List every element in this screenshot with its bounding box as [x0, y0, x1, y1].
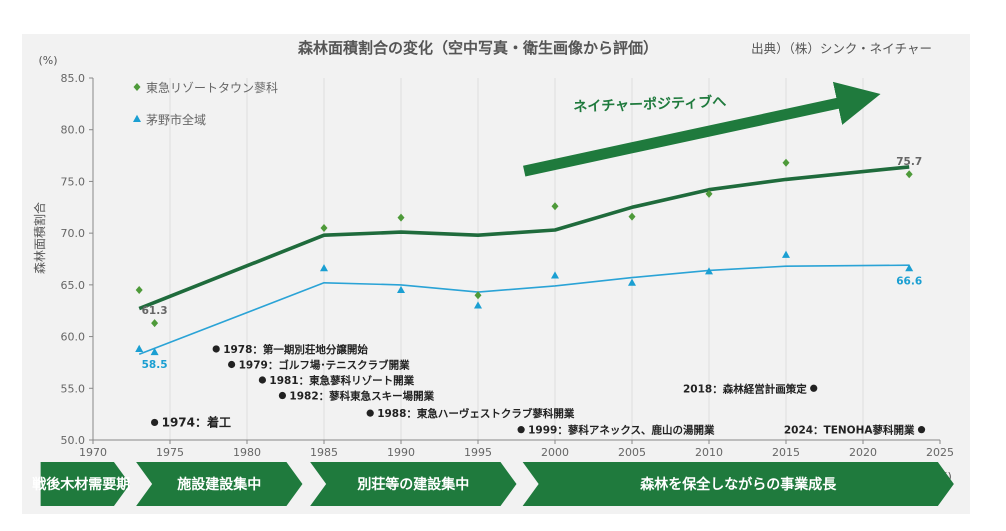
y-tick-label: 70.0 [61, 227, 86, 240]
event-dot [151, 418, 159, 427]
legend-marker [133, 114, 141, 122]
data-point-layer [135, 158, 914, 356]
phase-label: 戦後木材需要期 [32, 476, 130, 493]
series-2-point [397, 285, 405, 294]
series-2-point [782, 250, 790, 258]
x-tick-label: 1985 [310, 446, 338, 459]
event-label: 1978：第一期別荘地分譲開始 [223, 343, 368, 356]
event-dot [258, 376, 266, 384]
legend-label: 東急リゾートタウン蓼科 [146, 80, 278, 95]
data-label: 75.7 [896, 156, 922, 168]
event-dot [278, 391, 287, 400]
data-label: 61.3 [142, 305, 168, 317]
y-tick-label: 60.0 [61, 331, 86, 344]
x-tick-label: 2020 [849, 446, 877, 459]
x-tick-label: 2000 [541, 446, 569, 459]
series-2-point [905, 264, 914, 272]
series-2-point [628, 278, 636, 286]
chart-source-note: 出典）（株）シンク・ネイチャー [751, 41, 932, 56]
event-label: 2024：TENOHA蓼科開業 [784, 424, 915, 437]
x-tick-label: 2010 [695, 446, 723, 459]
event-label: 2018：森林経営計画策定 [683, 382, 807, 395]
event-dot [810, 384, 818, 392]
arrow-caption: ネイチャーポジティブへ [573, 93, 727, 115]
series-2-point [551, 271, 559, 279]
event-label: 1979：ゴルフ場･テニスクラブ開業 [239, 358, 410, 371]
series-1-point [135, 286, 143, 295]
series-1-point [320, 223, 328, 232]
x-tick-label: 1980 [233, 446, 261, 459]
nature-positive-arrow [523, 81, 881, 177]
data-label: 58.5 [142, 359, 168, 371]
series-1-point [705, 189, 713, 198]
event-dot [212, 345, 220, 353]
event-label: 1982：蓼科東急スキー場開業 [289, 390, 434, 403]
trend-line-series-2 [138, 264, 910, 355]
event-dot [517, 426, 525, 434]
y-tick-label: 80.0 [61, 124, 86, 137]
phase-label: 別荘等の建設集中 [356, 476, 469, 493]
y-tick-label: 50.0 [61, 434, 86, 447]
data-label: 66.6 [896, 275, 922, 287]
series-1-point [782, 158, 790, 167]
series-1-point [151, 319, 159, 328]
x-tick-label: 1990 [387, 446, 415, 459]
phase-chevron [136, 462, 303, 506]
phase-chevron [310, 462, 517, 506]
event-dot [917, 426, 926, 434]
data-label-layer: 61.3 58.5 75.7 66.6 [142, 156, 923, 371]
x-tick-label: 2005 [618, 446, 646, 459]
series-1-point [397, 213, 405, 222]
phase-banner: 戦後木材需要期 施設建設集中 別荘等の建設集中 森林を保全しながらの事業成長 [32, 462, 954, 506]
event-layer: 1978：第一期別荘地分譲開始 1979：ゴルフ場･テニスクラブ開業 1981：東急… [151, 343, 926, 437]
chart-title: 森林面積割合の変化（空中写真・衛生画像から評価） [298, 39, 658, 57]
series-2-point [320, 264, 328, 272]
series-1-point [628, 212, 636, 221]
x-tick-label: 1970 [79, 446, 107, 459]
phase-chevron [40, 462, 130, 506]
x-tick-label: 2025 [926, 446, 954, 459]
x-tick-label: 1995 [464, 446, 492, 459]
y-tick-label: 85.0 [61, 72, 86, 85]
legend-label: 茅野市全域 [146, 112, 206, 127]
y-tick-label: 55.0 [61, 382, 86, 395]
series-2-point [135, 344, 144, 352]
trend-line-layer [138, 165, 910, 355]
phase-label: 森林を保全しながらの事業成長 [640, 476, 837, 493]
series-2-point [474, 301, 482, 309]
y-axis-title: 森林面積割合 [32, 202, 47, 274]
y-tick-label: 75.0 [61, 175, 86, 188]
trend-line-series-1 [138, 165, 910, 311]
y-axis-unit: (%) [38, 54, 57, 67]
event-label: 1981：東急蓼科リゾート開業 [269, 374, 414, 387]
series-2-point [705, 267, 713, 275]
series-2-point [150, 347, 159, 356]
y-tick-label: 65.0 [61, 279, 86, 292]
grid-layer: 1970 1975 1980 1985 1990 1995 2000 2005 2010 2015… [61, 72, 955, 459]
series-1-point [905, 170, 913, 179]
phase-chevron [522, 462, 954, 506]
event-label: 1999：蓼科アネックス、鹿山の湯開業 [528, 424, 715, 437]
phase-label: 施設建設集中 [177, 476, 261, 493]
event-label: 1988：東急ハーヴェストクラブ蓼科開業 [377, 407, 575, 420]
legend-marker [133, 83, 141, 91]
event-label: 1974：着工 [162, 414, 231, 429]
series-1-point [474, 291, 482, 300]
x-tick-label: 2015 [772, 446, 800, 459]
x-tick-label: 1975 [156, 446, 184, 459]
series-1-point [551, 202, 559, 211]
event-dot [366, 409, 374, 417]
annotation-arrow-layer: ネイチャーポジティブへ [523, 81, 881, 177]
event-dot [228, 360, 236, 369]
